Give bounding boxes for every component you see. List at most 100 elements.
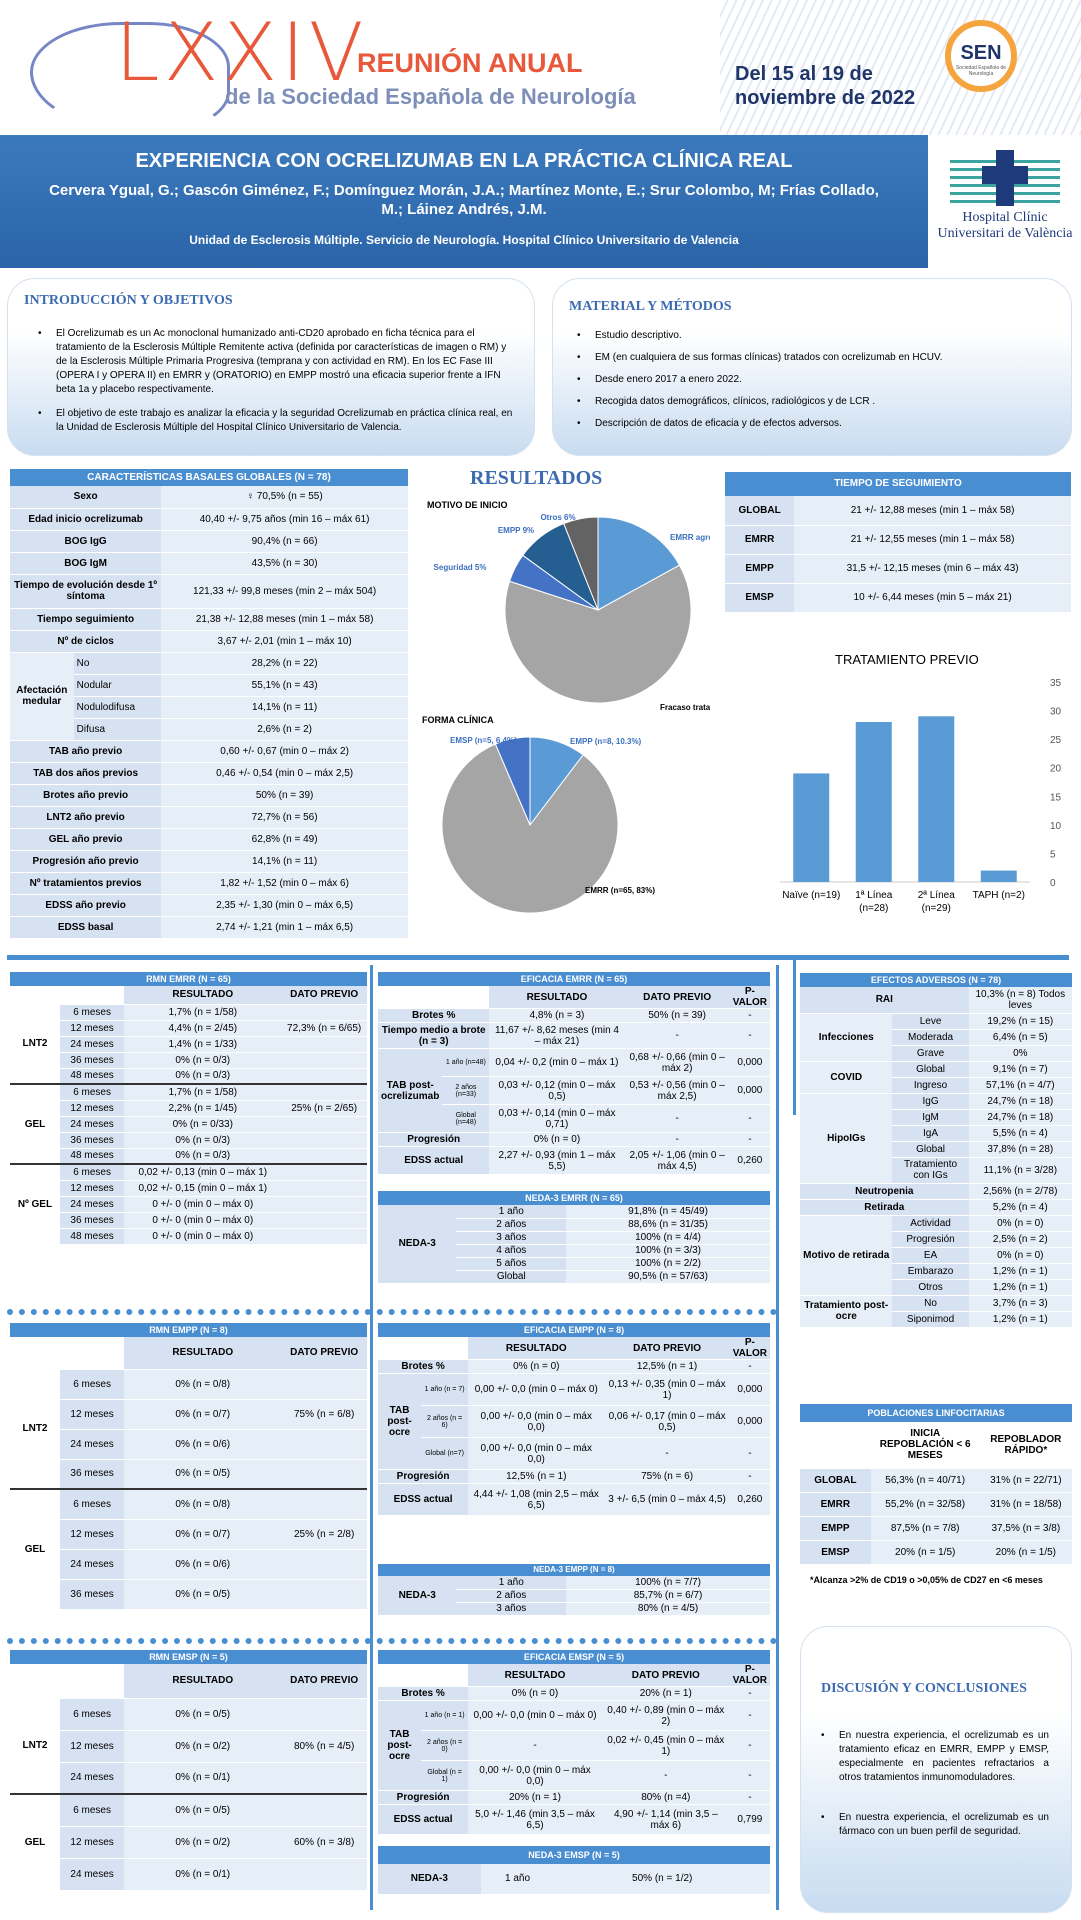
tab-pvalue: - [729,1760,770,1791]
rmn-emsp-title: RMN EMSP (N = 5) [10,1650,367,1664]
previous-value [281,1793,367,1827]
lymphocyte-value: 87,5% (n = 7/8) [870,1516,980,1541]
result-value: 0% (n = 0/8) [124,1488,282,1520]
pie-slice [504,564,692,704]
tiempo-medio-result: 11,67 +/- 8,62 meses (min 4 – máx 21) [489,1022,625,1049]
table-row: 24 meses 1,4% (n = 1/33) [10,1036,367,1053]
efficacy-empp-table: EFICACIA EMPP (N = 8) RESULTADO DATO PREV… [378,1323,770,1516]
follow-up-label: EMPP [725,554,795,584]
table-row: Siponimod 1,2% (n = 1) [800,1311,1072,1328]
table-row: Tiempo de evolución desde 1º síntoma 121,… [10,574,408,609]
edss-previous: 3 +/- 6,5 (min 0 – máx 4,5) [604,1483,730,1516]
table-row: TAB dos años previos 0,46 +/- 0,54 (min 0… [10,762,408,785]
result-value: 0,02 +/- 0,15 (min 0 – máx 1) [124,1180,282,1197]
y-tick-label: 5 [1050,849,1056,860]
basal-row-value: 121,33 +/- 99,8 meses (min 2 – máx 504) [161,574,408,609]
header-blank [10,1664,125,1699]
follow-up-label: EMSP [725,583,795,613]
previous-value: 25% (n = 2/8) [281,1519,367,1550]
neda-period: 3 años [456,1231,567,1245]
period-label: 48 meses [59,1228,125,1245]
bar [855,722,892,882]
table-row: BOG IgM 43,5% (n = 30) [10,552,408,575]
adverse-sub: IgM [892,1109,969,1126]
discussion-box: DISCUSIÓN Y CONCLUSIONES En nuestra expe… [800,1626,1072,1913]
treatment-chart-title: TRATAMIENTO PREVIO [835,652,979,667]
meeting-dates: Del 15 al 19 de noviembre de 2022 [735,62,915,110]
table-row: Nº de ciclos 3,67 +/- 2,01 (min 1 – máx 1… [10,630,408,653]
hospital-logo-icon [950,150,1060,206]
previous-value [281,1762,367,1795]
y-tick-label: 20 [1050,764,1062,775]
basal-table-title: CARACTERÍSTICAS BASALES GLOBALES (N = 78… [10,469,408,486]
neda-emrr-body: NEDA-3 1 año 91,8% (n = 45/49) 2 años 88,6% … [378,1205,770,1284]
brotes-pvalue: - [729,1008,770,1023]
table-row: 36 meses 0% (n = 0/3) [10,1052,367,1069]
methods-box: MATERIAL Y MÉTODOS Estudio descriptivo. … [552,278,1072,456]
basal-row-value: 40,40 +/- 9,75 años (min 16 – máx 61) [161,508,408,531]
period-label: 36 meses [59,1132,125,1149]
table-row: 48 meses 0 +/- 0 (min 0 – máx 0) [10,1228,367,1245]
basal-characteristics-table: CARACTERÍSTICAS BASALES GLOBALES (N = 78… [10,469,408,939]
previous-value [281,1052,367,1069]
lymphocyte-label: EMSP [800,1540,871,1565]
result-value: 0% (n = 0/7) [124,1519,282,1550]
adverse-value: 3,7% (n = 3) [968,1295,1072,1312]
tab-pvalue: 0,000 [729,1048,770,1077]
lymphocyte-value: 20% (n = 1/5) [870,1540,980,1565]
period-label: 24 meses [59,1549,125,1580]
table-row: Nº GEL 6 meses 0,02 +/- 0,13 (min 0 – máx … [10,1163,367,1245]
result-value: 0 +/- 0 (min 0 – máx 0) [124,1212,282,1229]
brotes-result: 0% (n = 0) [468,1359,605,1374]
result-value: 0% (n = 0/3) [124,1068,282,1085]
intro-box: INTRODUCCIÓN Y OBJETIVOS El Ocrelizumab … [7,278,535,456]
tab-pvalue: - [729,1730,770,1761]
header-result: RESULTADO [489,986,625,1009]
adverse-sub: Progresión [892,1231,969,1248]
motivo-pie-chart: EMRR agresiva (naïve) 17% Fracaso tratami… [434,513,710,712]
table-row: 24 meses 0% (n = 0/1) [10,1762,367,1795]
conference-banner: LXXIV REUNIÓN ANUAL de la Sociedad Españ… [0,0,1081,135]
result-value: 0,02 +/- 0,13 (min 0 – máx 1) [124,1163,282,1181]
neda-value: 100% (n = 7/7) [566,1576,770,1590]
table-row: 24 meses 0% (n = 0/6) [10,1549,367,1580]
efficacy-emsp-table: EFICACIA EMSP (N = 5) RESULTADO DATO PREV… [378,1650,770,1835]
lymphocyte-label: EMPP [800,1516,871,1541]
basal-row-label: TAB dos años previos [10,762,162,785]
basal-row-label: Nº tratamientos previos [10,872,162,895]
group-label: Nº GEL [10,1163,60,1245]
header-result: RESULTADO [124,1337,282,1370]
poster-title: EXPERIENCIA CON OCRELIZUMAB EN LA PRÁCTI… [135,150,793,172]
progresion-result: 12,5% (n = 1) [468,1469,605,1484]
neda-period: 1 año [456,1205,567,1219]
tab-pvalue: 0,000 [729,1076,770,1105]
lymphocyte-value: 56,3% (n = 40/71) [870,1468,980,1493]
tab-previous: 0,40 +/- 0,89 (min 0 – máx 2) [601,1700,730,1731]
progresion-pvalue: - [729,1790,770,1805]
brotes-result: 0% (n = 0) [468,1686,602,1701]
lymphocyte-note: *Alcanza >2% de CD19 o >0,05% de CD27 en… [810,1574,1043,1585]
efficacy-empp-body: RESULTADO DATO PREVIO P-VALOR Brotes % 0% (n… [378,1337,770,1516]
basal-row-value: 3,67 +/- 2,01 (min 1 – máx 10) [161,630,408,653]
follow-up-label: GLOBAL [725,496,795,526]
tab-pvalue: - [729,1700,770,1731]
table-row: 2 años (n = 6) 0,00 +/- 0,0 (min 0 – máx … [378,1405,770,1438]
neda-emrr-title: NEDA-3 EMRR (N = 65) [378,1191,770,1205]
lymphocyte-body: INICIA REPOBLACIÓN < 6 MESES REPOBLADOR R… [800,1422,1072,1565]
neda-emsp-table: NEDA-3 EMSP (N = 5) NEDA-3 1 año 50% (n = … [378,1846,770,1895]
basal-row-value: 14,1% (n = 11) [161,850,408,873]
neda-emsp-title: NEDA-3 EMSP (N = 5) [378,1846,770,1864]
follow-up-table: TIEMPO DE SEGUIMIENTO GLOBAL 21 +/- 12,88… [725,472,1071,613]
header-previous: DATO PREVIO [281,1664,367,1699]
methods-item: EM (en cualquiera de sus formas clínicas… [565,351,1055,365]
afectacion-label: Afectación medular [10,652,74,741]
pie-slice [563,516,599,611]
period-label: 12 meses [59,1100,125,1117]
bar [918,716,955,882]
neda-value: 88,6% (n = 31/35) [566,1218,770,1232]
table-row: GLOBAL 21 +/- 12,88 meses (min 1 – máx 58… [725,496,1071,526]
table-row: Progresión 20% (n = 1) 80% (n =4) - [378,1790,770,1805]
y-tick-label: 25 [1050,735,1062,746]
result-value: 0% (n = 0/1) [124,1858,282,1891]
y-tick-label: 0 [1050,878,1056,889]
